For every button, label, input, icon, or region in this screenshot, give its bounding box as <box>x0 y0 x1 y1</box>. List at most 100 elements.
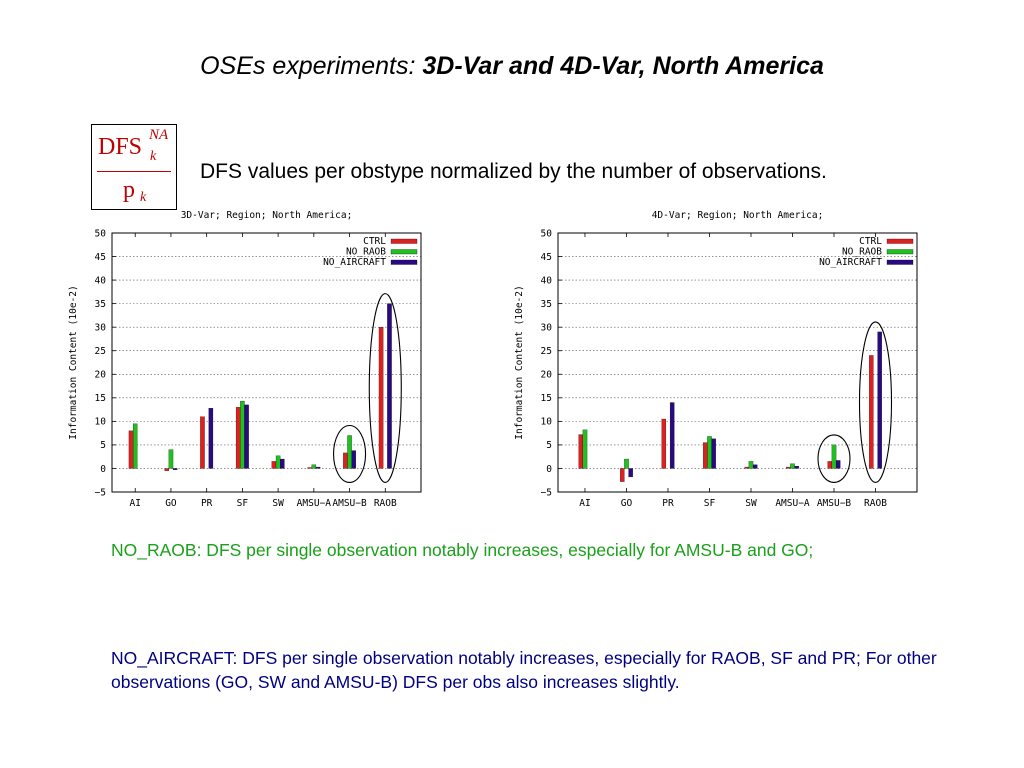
c4d-bar-go-no-raob <box>624 458 629 469</box>
c3d-bar-sf-no-aircraft <box>244 404 249 469</box>
c3d-bar-sw-no-aircraft <box>280 458 285 469</box>
c4d-ytick-label-25: 25 <box>541 346 552 357</box>
c3d-bar-ai-no-raob <box>132 423 138 469</box>
c4d-legend-swatch-ctrl <box>886 238 914 244</box>
c3d-legend-label-no-raob: NO_RAOB <box>346 247 386 258</box>
c3d-bar-sf-ctrl <box>235 407 241 469</box>
c4d-ytick-label-0: 0 <box>546 464 552 475</box>
chart-3dvar: −5 0 5 10 15 20 25 30 35 40 45 50 3D-Var; Region; No… <box>64 203 424 515</box>
chart-3dvar-svg: −5 0 5 10 15 20 25 30 35 40 45 50 3D-Var; Region; No… <box>68 210 422 509</box>
title-bold: 3D-Var and 4D-Var, North America <box>422 52 824 80</box>
c4d-ytick-label-40: 40 <box>541 275 553 286</box>
c3d-xtick-label-pr: PR <box>201 498 213 509</box>
c3d-bar-amsu-b-no-aircraft <box>351 450 356 469</box>
chart-4dvar-svg: −5 0 5 10 15 20 25 30 35 40 45 50 4D-Var; Region; No… <box>514 210 918 509</box>
c3d-ytick-label-35: 35 <box>95 299 106 310</box>
c4d-bar-amsu-b-no-aircraft <box>835 460 841 469</box>
c4d-xtick-label-sw: SW <box>745 498 757 509</box>
c3d-bar-sw-ctrl <box>271 461 277 469</box>
c3d-bar-sf-no-raob <box>240 400 245 469</box>
note-no-raob: NO_RAOB: DFS per single observation nota… <box>111 540 814 560</box>
c4d-xtick-label-ai: AI <box>579 498 590 509</box>
c3d-ytick-label-20: 20 <box>95 370 107 381</box>
c3d-xtick-label-amsu-a: AMSU−A <box>297 498 332 509</box>
c4d-bar-amsu-b-no-raob <box>831 444 837 469</box>
c3d-bar-amsu-a-ctrl <box>307 467 312 469</box>
c3d-bar-raob-no-aircraft <box>387 303 392 469</box>
c4d-bar-amsu-a-ctrl <box>786 466 791 469</box>
c3d-ytick-label--5: −5 <box>95 487 106 498</box>
dfs-formula: DFS NA k p k <box>91 124 177 210</box>
c4d-ytick-label-5: 5 <box>546 440 552 451</box>
c3d-ytick-label-10: 10 <box>95 417 107 428</box>
c4d-highlight-amsu-b <box>817 434 851 484</box>
c3d-bar-sw-no-raob <box>275 455 281 469</box>
c4d-bar-pr-ctrl <box>661 418 667 469</box>
c3d-ytick-label-50: 50 <box>95 228 107 239</box>
note-no-aircraft: NO_AIRCRAFT: DFS per single observation … <box>111 648 937 692</box>
c4d-bar-pr-no-aircraft <box>669 402 675 469</box>
c3d-bar-raob-ctrl <box>378 327 384 469</box>
c4d-bar-amsu-a-no-raob <box>790 463 795 469</box>
c4d-highlight-raob <box>858 321 893 484</box>
c3d-bar-ai-ctrl <box>128 430 134 469</box>
c4d-legend-label-no-aircraft: NO_AIRCRAFT <box>819 257 882 268</box>
c4d-plot-frame <box>557 232 918 493</box>
formula-subscript-bottom: k <box>140 190 147 205</box>
formula-fraction-bar <box>97 171 171 172</box>
c4d-ytick-label-10: 10 <box>541 417 553 428</box>
subtitle: DFS values per obstype normalized by the… <box>200 160 827 183</box>
c3d-xtick-label-sf: SF <box>237 498 249 509</box>
c4d-bar-raob-ctrl <box>869 355 874 469</box>
c3d-xtick-label-raob: RAOB <box>374 498 397 509</box>
formula-subscript-top: k <box>150 149 157 164</box>
c3d-xtick-label-amsu-b: AMSU−B <box>332 498 367 509</box>
c4d-bar-sf-no-aircraft <box>711 438 716 469</box>
c4d-bar-amsu-b-ctrl <box>827 461 833 469</box>
c4d-bar-go-no-aircraft <box>628 468 633 478</box>
c4d-xtick-label-pr: PR <box>662 498 674 509</box>
c3d-bar-amsu-b-ctrl <box>343 452 348 469</box>
c4d-bar-sw-no-raob <box>748 461 754 469</box>
c3d-ylabel: Information Content (10e-2) <box>68 285 79 439</box>
c4d-chart-title: 4D-Var; Region; North America; <box>652 210 824 221</box>
c4d-ytick-label-35: 35 <box>541 299 552 310</box>
c4d-ytick-label-15: 15 <box>541 393 552 404</box>
c4d-xtick-label-amsu-b: AMSU−B <box>817 498 852 509</box>
c3d-ytick-label-15: 15 <box>95 393 106 404</box>
c4d-ylabel: Information Content (10e-2) <box>514 285 525 439</box>
c4d-legend-label-no-raob: NO_RAOB <box>842 247 882 258</box>
c3d-bar-pr-no-aircraft <box>208 408 214 469</box>
c4d-bar-sw-ctrl <box>744 466 750 469</box>
c4d-bar-sf-no-raob <box>707 436 712 469</box>
c3d-bar-go-no-aircraft <box>172 468 178 470</box>
c3d-highlight-amsu-b <box>333 424 367 484</box>
c3d-bar-pr-ctrl <box>200 416 205 469</box>
c3d-bar-amsu-a-no-raob <box>311 464 317 469</box>
c4d-xtick-label-amsu-a: AMSU−A <box>775 498 810 509</box>
c4d-bar-ai-no-raob <box>582 429 588 469</box>
c4d-ytick-label-45: 45 <box>541 252 552 263</box>
c3d-xtick-label-go: GO <box>165 498 177 509</box>
c4d-bar-ai-ctrl <box>578 434 584 469</box>
c4d-legend-swatch-no-raob <box>886 249 914 255</box>
chart-4dvar: −5 0 5 10 15 20 25 30 35 40 45 50 4D-Var; Region; No… <box>510 203 920 515</box>
c3d-bar-amsu-b-no-raob <box>347 435 352 469</box>
c4d-xtick-label-raob: RAOB <box>864 498 887 509</box>
c4d-bar-sw-no-aircraft <box>752 464 758 469</box>
c3d-legend-swatch-ctrl <box>390 238 418 244</box>
c3d-bar-go-ctrl <box>164 468 169 471</box>
c3d-legend-label-ctrl: CTRL <box>363 236 386 247</box>
c4d-ytick-label--5: −5 <box>541 487 552 498</box>
c3d-legend-label-no-aircraft: NO_AIRCRAFT <box>323 257 386 268</box>
c3d-bar-go-no-raob <box>168 449 174 469</box>
c4d-legend-label-ctrl: CTRL <box>859 236 882 247</box>
c4d-bar-raob-no-aircraft <box>877 331 882 469</box>
c4d-legend-swatch-no-aircraft <box>886 259 914 265</box>
c3d-ytick-label-25: 25 <box>95 346 106 357</box>
formula-denominator: p <box>123 177 135 203</box>
c3d-highlight-raob <box>368 293 402 484</box>
slide-title: OSEs experiments: 3D-Var and 4D-Var, Nor… <box>0 52 1024 81</box>
c3d-ytick-label-40: 40 <box>95 275 107 286</box>
c4d-xtick-label-go: GO <box>621 498 633 509</box>
